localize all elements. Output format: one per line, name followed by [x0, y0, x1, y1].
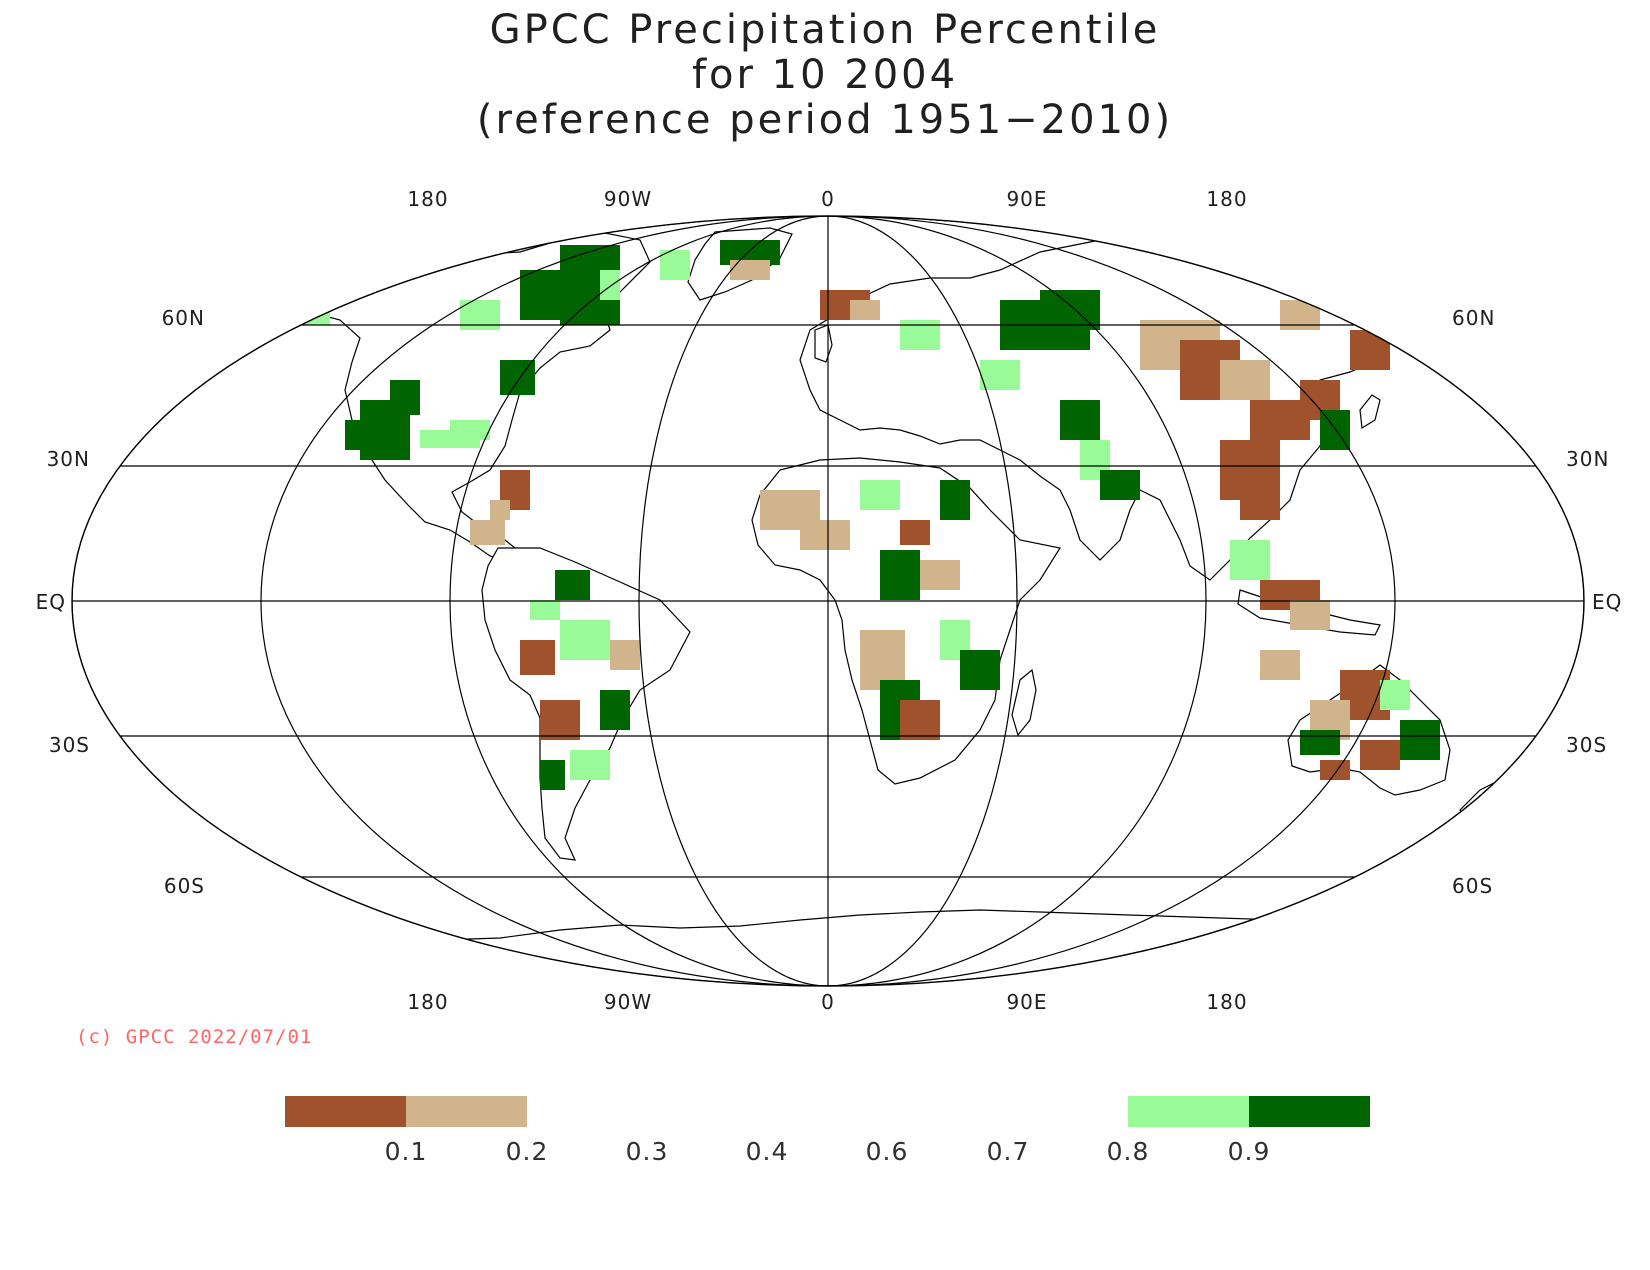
- anomaly-cell: [600, 270, 620, 300]
- right-lat-label-eq: EQ: [1592, 590, 1622, 614]
- anomaly-cell: [450, 420, 490, 440]
- title-line-3: (reference period 1951−2010): [476, 97, 1174, 143]
- right-lat-label-60s: 60S: [1452, 874, 1493, 898]
- anomaly-cell: [800, 520, 850, 550]
- anomaly-cell: [520, 640, 555, 675]
- anomaly-cell: [1260, 650, 1300, 680]
- anomaly-cell: [490, 500, 510, 520]
- anomaly-cell: [280, 290, 320, 310]
- left-lat-label-30n: 30N: [47, 447, 90, 471]
- legend-swatch-wet: [1128, 1096, 1249, 1127]
- left-lat-label-60n: 60N: [162, 306, 205, 330]
- anomaly-cell: [390, 380, 420, 415]
- legend-tick-label: 0.7: [986, 1137, 1030, 1166]
- anomaly-cell: [540, 760, 565, 790]
- legend-tick-label: 0.9: [1227, 1137, 1271, 1166]
- left-lat-label-eq: EQ: [36, 590, 66, 614]
- anomaly-cell: [940, 480, 970, 520]
- legend-tick-label: 0.8: [1106, 1137, 1150, 1166]
- legend-swatch-very-dry: [285, 1096, 406, 1127]
- anomaly-cell: [530, 600, 560, 620]
- bottom-lon-label-90e: 90E: [1006, 990, 1047, 1014]
- map-clip-group: [72, 216, 1584, 986]
- legend-tick-label: 0.3: [625, 1137, 669, 1166]
- anomaly-cell: [920, 560, 960, 590]
- legend-tick-label: 0.2: [505, 1137, 549, 1166]
- new-zealand-land: [1459, 768, 1521, 821]
- right-lat-label-30n: 30N: [1566, 447, 1609, 471]
- anomaly-cell: [730, 260, 770, 280]
- precipitation-anomaly-layer: [280, 240, 1440, 790]
- anomaly-cell: [1060, 400, 1100, 440]
- anomaly-cell: [560, 620, 610, 660]
- anomaly-cell: [960, 650, 1000, 690]
- anomaly-cell: [520, 270, 560, 320]
- right-lat-label-30s: 30S: [1566, 733, 1607, 757]
- anomaly-cell: [1240, 480, 1280, 520]
- anomaly-cell: [1340, 280, 1400, 310]
- meridian-line: [827, 216, 1018, 986]
- japan-land: [1359, 394, 1381, 430]
- anomaly-cell: [1380, 680, 1410, 710]
- meridian-line: [827, 216, 1396, 986]
- meridian-line: [260, 216, 829, 986]
- anomaly-cell: [300, 300, 330, 325]
- anomaly-cell: [570, 750, 610, 780]
- meridian-line: [638, 216, 829, 986]
- antarctica-land: [379, 909, 1331, 986]
- bottom-lon-label-180e: 180: [1206, 990, 1247, 1014]
- top-lon-label-90e: 90E: [1006, 187, 1047, 211]
- legend-swatch-very-wet: [1249, 1096, 1370, 1127]
- anomaly-cell: [1300, 260, 1380, 300]
- anomaly-cell: [1350, 330, 1390, 370]
- bottom-lon-label-180w: 180: [407, 990, 448, 1014]
- anomaly-cell: [860, 480, 900, 510]
- anomaly-cell: [470, 520, 505, 545]
- legend-tick-label: 0.1: [384, 1137, 428, 1166]
- legend-swatch-dry: [406, 1096, 527, 1127]
- anomaly-cell: [610, 640, 640, 670]
- map-title: GPCC Precipitation Percentile for 10 200…: [0, 8, 1650, 143]
- title-line-1: GPCC Precipitation Percentile: [489, 7, 1161, 53]
- anomaly-cell: [1320, 760, 1350, 780]
- anomaly-cell: [345, 420, 375, 450]
- left-lat-label-30s: 30S: [49, 733, 90, 757]
- copyright-notice: (c) GPCC 2022/07/01: [76, 1026, 313, 1048]
- anomaly-cell: [600, 690, 630, 730]
- anomaly-cell: [900, 700, 940, 740]
- anomaly-cell: [980, 360, 1020, 390]
- anomaly-cell: [1220, 360, 1270, 400]
- bottom-lon-label-0: 0: [821, 990, 835, 1014]
- top-lon-label-0: 0: [821, 187, 835, 211]
- bottom-lon-label-90w: 90W: [604, 990, 652, 1014]
- anomaly-cell: [1290, 600, 1330, 630]
- left-lat-label-60s: 60S: [164, 874, 205, 898]
- anomaly-cell: [880, 550, 920, 600]
- anomaly-cell: [1230, 540, 1270, 580]
- legend-tick-label: 0.4: [745, 1137, 789, 1166]
- anomaly-cell: [555, 570, 590, 600]
- anomaly-cell: [1300, 730, 1340, 755]
- top-lon-label-180e: 180: [1206, 187, 1247, 211]
- color-legend: 0.1 0.2 0.3 0.4 0.6 0.7 0.8 0.9: [0, 1096, 1650, 1186]
- meridian-line: [827, 216, 1207, 986]
- anomaly-cell: [900, 520, 930, 545]
- top-lon-label-90w: 90W: [604, 187, 652, 211]
- anomaly-cell: [1400, 720, 1440, 760]
- madagascar-land: [1011, 668, 1037, 737]
- anomaly-cell: [540, 700, 580, 740]
- anomaly-cell: [1100, 470, 1140, 500]
- anomaly-cell: [1360, 740, 1400, 770]
- top-lon-label-180w: 180: [407, 187, 448, 211]
- right-lat-label-60n: 60N: [1452, 306, 1495, 330]
- anomaly-cell: [850, 300, 880, 320]
- meridian-line: [449, 216, 829, 986]
- south-america-land: [481, 547, 691, 861]
- map-border: [71, 215, 1585, 987]
- title-line-2: for 10 2004: [691, 52, 959, 98]
- legend-tick-label: 0.6: [865, 1137, 909, 1166]
- anomaly-cell: [660, 250, 690, 280]
- world-map: 180 90W 0 90E 180 180 90W 0 90E 180 60N …: [36, 187, 1622, 1014]
